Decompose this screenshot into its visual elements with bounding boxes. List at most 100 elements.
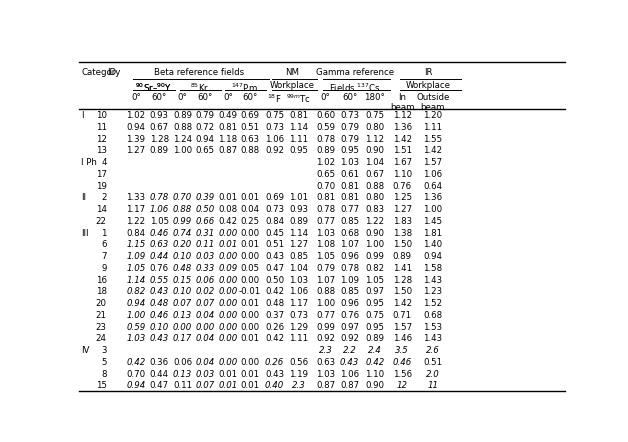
Text: 20: 20 [95,299,107,308]
Text: 0.97: 0.97 [340,323,359,332]
Text: 5: 5 [101,358,107,367]
Text: 0.40: 0.40 [265,381,284,390]
Text: 1.50: 1.50 [392,240,412,249]
Text: 1.40: 1.40 [423,240,442,249]
Text: 1.00: 1.00 [423,205,442,214]
Text: 0.76: 0.76 [149,264,169,273]
Text: 0.88: 0.88 [365,182,384,191]
Text: 0.49: 0.49 [219,111,237,120]
Text: 0.69: 0.69 [265,194,284,202]
Text: 0°: 0° [131,92,141,102]
Text: 1.43: 1.43 [423,276,442,285]
Text: 1.55: 1.55 [423,135,442,144]
Text: 12: 12 [397,381,408,390]
Text: Workplace: Workplace [270,81,315,90]
Text: 0.04: 0.04 [241,205,259,214]
Text: 1.28: 1.28 [392,276,412,285]
Text: 1.39: 1.39 [126,135,146,144]
Text: 60°: 60° [197,92,213,102]
Text: 19: 19 [96,182,107,191]
Text: 0.42: 0.42 [265,334,284,343]
Text: 0.43: 0.43 [265,252,284,261]
Text: 1.52: 1.52 [423,299,442,308]
Text: Fields $^{137}$Cs: Fields $^{137}$Cs [329,81,381,94]
Text: 0.00: 0.00 [241,311,259,320]
Text: 0.88: 0.88 [173,205,192,214]
Text: 1.45: 1.45 [423,217,442,226]
Text: Workplace: Workplace [406,81,451,90]
Text: 0.93: 0.93 [289,205,308,214]
Text: 0.48: 0.48 [265,299,284,308]
Text: 1.07: 1.07 [316,276,335,285]
Text: 0.61: 0.61 [340,170,359,179]
Text: 1.18: 1.18 [219,135,237,144]
Text: 1.06: 1.06 [265,135,284,144]
Text: 1.11: 1.11 [289,135,308,144]
Text: 13: 13 [95,146,107,156]
Text: 0.94: 0.94 [126,123,146,132]
Text: 0.01: 0.01 [219,370,237,378]
Text: 0.10: 0.10 [173,287,192,297]
Text: 10: 10 [95,111,107,120]
Text: 0.66: 0.66 [195,217,215,226]
Text: 0.79: 0.79 [340,135,359,144]
Text: 1.03: 1.03 [316,229,335,238]
Text: 0.04: 0.04 [195,311,215,320]
Text: Gamma reference: Gamma reference [316,69,394,77]
Text: 0.90: 0.90 [365,229,384,238]
Text: 0.84: 0.84 [126,229,146,238]
Text: 0.65: 0.65 [316,170,335,179]
Text: 0.44: 0.44 [149,370,169,378]
Text: 1.00: 1.00 [365,240,384,249]
Text: 0.75: 0.75 [365,111,384,120]
Text: 0.92: 0.92 [265,146,284,156]
Text: 0.87: 0.87 [219,146,237,156]
Text: 1.57: 1.57 [392,323,412,332]
Text: 0.59: 0.59 [317,123,335,132]
Text: 0.44: 0.44 [149,252,169,261]
Text: 0.01: 0.01 [219,381,237,390]
Text: 1.14: 1.14 [126,276,146,285]
Text: 1.23: 1.23 [423,287,442,297]
Text: 0.79: 0.79 [317,264,335,273]
Text: 0.94: 0.94 [126,299,146,308]
Text: 21: 21 [95,311,107,320]
Text: 1.15: 1.15 [126,240,146,249]
Text: 1.36: 1.36 [392,123,412,132]
Text: 0.00: 0.00 [219,299,237,308]
Text: 0.59: 0.59 [126,323,146,332]
Text: 0.00: 0.00 [219,229,237,238]
Text: 12: 12 [95,135,107,144]
Text: 0.51: 0.51 [265,240,284,249]
Text: 0.87: 0.87 [316,381,335,390]
Text: 0.97: 0.97 [365,287,384,297]
Text: 1.07: 1.07 [340,240,359,249]
Text: 0.13: 0.13 [173,370,192,378]
Text: 0.85: 0.85 [289,252,308,261]
Text: 0.63: 0.63 [316,358,335,367]
Text: 0.46: 0.46 [392,358,412,367]
Text: IR: IR [425,69,433,77]
Text: 1.08: 1.08 [316,240,335,249]
Text: 0.17: 0.17 [173,334,192,343]
Text: 0.75: 0.75 [365,311,384,320]
Text: Outside
beam: Outside beam [416,92,450,112]
Text: 0.99: 0.99 [365,252,384,261]
Text: 0.04: 0.04 [195,358,215,367]
Text: 0.43: 0.43 [149,334,169,343]
Text: 1.12: 1.12 [365,135,384,144]
Text: 0.70: 0.70 [126,370,146,378]
Text: 0.77: 0.77 [316,311,335,320]
Text: 11: 11 [427,381,438,390]
Text: 0.00: 0.00 [241,229,259,238]
Text: 0.50: 0.50 [265,276,284,285]
Text: 1.14: 1.14 [289,123,308,132]
Text: 0.48: 0.48 [149,299,169,308]
Text: 2: 2 [101,194,107,202]
Text: 1.22: 1.22 [365,217,384,226]
Text: 0.42: 0.42 [219,217,237,226]
Text: 0.68: 0.68 [340,229,359,238]
Text: 0.00: 0.00 [241,358,259,367]
Text: 1.27: 1.27 [289,240,308,249]
Text: 0.03: 0.03 [195,252,215,261]
